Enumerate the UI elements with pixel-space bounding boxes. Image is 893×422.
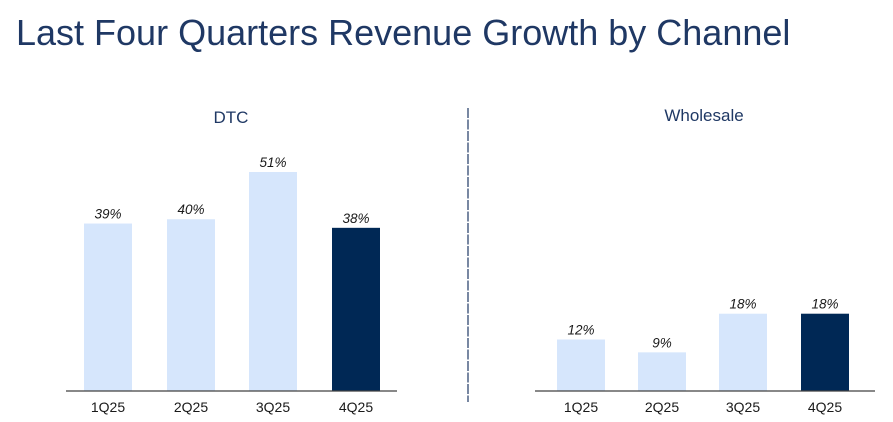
wholesale-bar-1q25 [557,339,605,391]
dtc-tick-label-3q25: 3Q25 [256,399,290,415]
wholesale-data-label-4q25: 18% [811,297,838,312]
wholesale-tick-label-2q25: 2Q25 [645,399,679,415]
dtc-tick-label-1q25: 1Q25 [91,399,125,415]
dtc-bar-3q25 [249,172,297,391]
dtc-bar-2q25 [167,219,215,391]
dtc-data-label-4q25: 38% [342,211,369,226]
dtc-data-label-2q25: 40% [177,202,204,217]
wholesale-tick-label-4q25: 4Q25 [808,399,842,415]
wholesale-bar-2q25 [638,352,686,391]
wholesale-bar-3q25 [719,313,767,391]
dtc-data-label-3q25: 51% [259,155,286,170]
wholesale-data-label-3q25: 18% [729,297,756,312]
dtc-tick-label-4q25: 4Q25 [339,399,373,415]
dtc-chart-title: DTC [214,108,249,127]
wholesale-chart-panel: Wholesale 12% 1Q25 9% 2Q25 18% 3Q25 18% 4Q25 [535,106,875,415]
wholesale-bar-4q25 [801,313,849,391]
wholesale-chart-title: Wholesale [664,106,743,125]
dtc-bar-1q25 [84,223,132,391]
wholesale-tick-label-1q25: 1Q25 [564,399,598,415]
page-title: Last Four Quarters Revenue Growth by Cha… [16,12,791,53]
dtc-bar-4q25 [332,227,380,391]
dtc-data-label-1q25: 39% [94,207,121,222]
wholesale-data-label-1q25: 12% [567,322,594,337]
wholesale-data-label-2q25: 9% [652,335,672,350]
wholesale-tick-label-3q25: 3Q25 [726,399,760,415]
dtc-chart-panel: DTC 39% 1Q25 40% 2Q25 51% 3Q25 38% 4Q25 [66,108,397,415]
dtc-tick-label-2q25: 2Q25 [174,399,208,415]
